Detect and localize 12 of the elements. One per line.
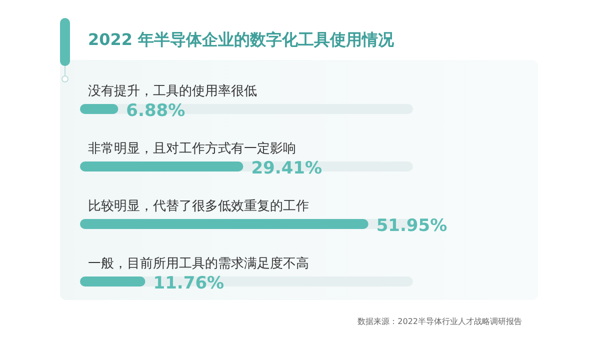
bar <box>80 276 146 286</box>
data-label: 6.88% <box>126 101 186 121</box>
data-label: 29.41% <box>251 158 322 178</box>
data-label: 11.76% <box>153 274 224 294</box>
y-tick-label: 非常明显，且对工作方式有一定影响 <box>88 140 296 156</box>
source-note: 数据来源：2022半导体行业人才战略调研报告 <box>358 316 522 327</box>
chart-title: 2022 年半导体企业的数字化工具使用情况 <box>88 30 394 51</box>
bar <box>80 104 118 114</box>
data-label: 51.95% <box>376 216 448 236</box>
y-tick-label: 一般，目前所用工具的需求满足度不高 <box>88 255 309 272</box>
y-tick-label: 比较明显，代替了很多低效重复的工作 <box>88 198 309 214</box>
y-tick-label: 没有提升，工具的使用率很低 <box>88 82 257 99</box>
